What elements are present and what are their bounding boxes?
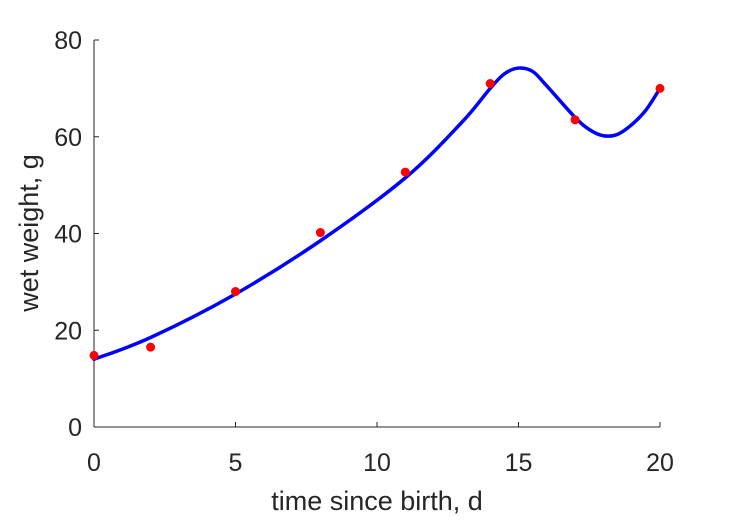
data-point — [146, 342, 156, 352]
y-tick-label: 40 — [54, 221, 82, 249]
points-layer — [89, 79, 665, 360]
x-tick-label: 15 — [505, 449, 533, 477]
x-tick-label: 20 — [646, 449, 674, 477]
y-ticks: 0 20 40 60 80 — [54, 27, 99, 442]
data-point — [655, 83, 665, 93]
axes — [93, 40, 660, 428]
data-point — [570, 115, 580, 125]
data-point — [485, 79, 495, 89]
y-axis-label: wet weight, g — [14, 154, 44, 313]
data-point — [89, 350, 99, 360]
data-point — [400, 167, 410, 177]
y-tick-label: 60 — [54, 124, 82, 152]
x-ticks: 0 5 10 15 20 — [87, 422, 674, 477]
fit-layer — [92, 66, 662, 362]
x-tick-label: 5 — [229, 449, 243, 477]
data-point — [231, 287, 240, 297]
y-tick-label: 20 — [54, 317, 82, 345]
x-tick-label: 0 — [87, 449, 101, 477]
y-tick-label: 0 — [68, 414, 82, 442]
x-axis-label: time since birth, d — [271, 486, 483, 516]
data-point — [315, 228, 325, 238]
x-tick-label: 10 — [363, 449, 391, 477]
fit-curve — [92, 66, 662, 362]
y-tick-label: 80 — [54, 27, 82, 55]
